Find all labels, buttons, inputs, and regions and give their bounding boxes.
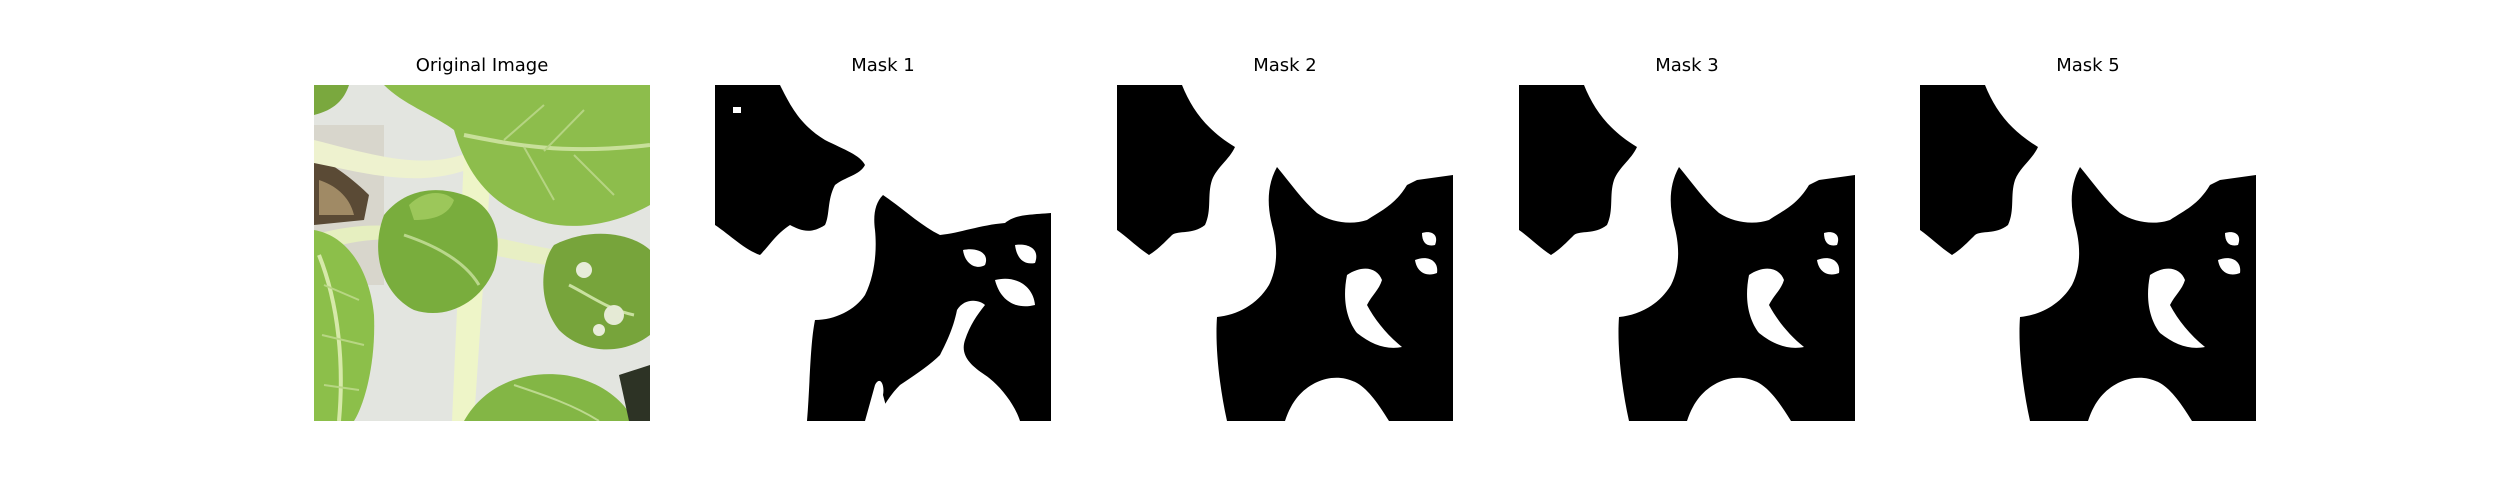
segmentation-mask [715,85,1051,421]
segmentation-mask [1117,85,1453,421]
plant-photo [314,85,650,421]
mask-image-3 [1519,85,1855,421]
panel-title: Mask 2 [1253,55,1317,76]
segmentation-mask [1920,85,2256,421]
panel-title: Mask 5 [2056,55,2120,76]
panel-title: Mask 3 [1655,55,1719,76]
mask-image-1 [715,85,1051,421]
mask-image-5 [1920,85,2256,421]
segmentation-mask [1519,85,1855,421]
mask-image-2 [1117,85,1453,421]
panel-title: Mask 1 [851,55,915,76]
original-image [314,85,650,421]
panel-title: Original Image [415,55,549,76]
